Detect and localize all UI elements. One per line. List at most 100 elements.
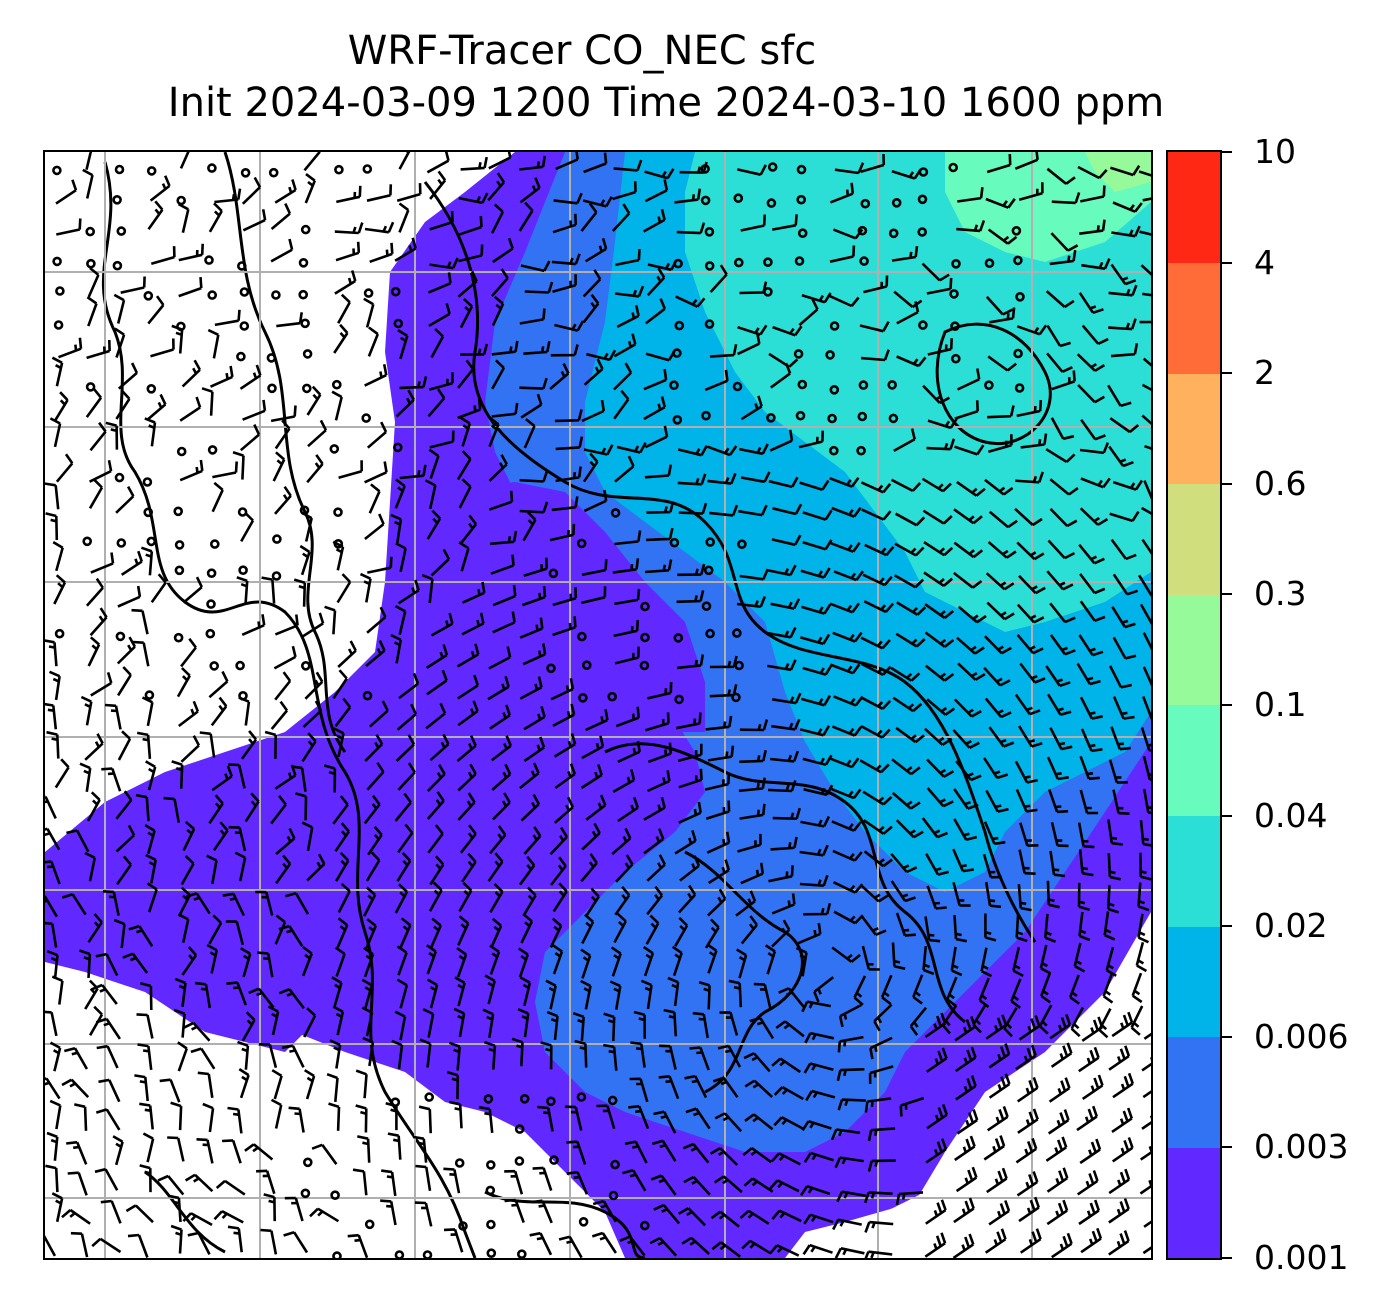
wind-barb bbox=[956, 368, 981, 391]
wind-barb bbox=[564, 1105, 583, 1131]
wind-barb bbox=[891, 758, 921, 776]
wind-barb bbox=[799, 844, 829, 857]
wind-barb bbox=[678, 801, 702, 824]
wind-barb bbox=[395, 542, 407, 573]
wind-barb bbox=[329, 1039, 342, 1069]
wind-barb bbox=[426, 978, 439, 1009]
wind-barb bbox=[523, 736, 546, 763]
wind-barb bbox=[613, 389, 630, 420]
wind-barb bbox=[615, 249, 641, 267]
contour-white-sw bbox=[45, 1032, 615, 1258]
wind-barb bbox=[337, 640, 357, 668]
wind-barb bbox=[612, 769, 636, 794]
calm-wind-marker bbox=[143, 291, 154, 301]
wind-barb bbox=[893, 428, 916, 453]
wind-barb bbox=[1051, 192, 1081, 205]
wind-barb bbox=[202, 1102, 215, 1133]
wind-barb bbox=[1143, 480, 1151, 500]
wind-barb bbox=[612, 181, 637, 201]
colorbar-tick-label: 0.3 bbox=[1254, 574, 1307, 614]
wind-barb bbox=[458, 478, 472, 509]
wind-barb bbox=[426, 791, 445, 820]
wind-barb bbox=[954, 1015, 977, 1042]
calm-wind-marker bbox=[734, 660, 744, 671]
wind-barb bbox=[270, 700, 289, 730]
wind-barb bbox=[613, 159, 643, 172]
wind-barb bbox=[926, 277, 953, 295]
wind-barb bbox=[367, 326, 380, 357]
wind-barb bbox=[678, 884, 697, 914]
wind-barb bbox=[521, 585, 547, 607]
wind-barb bbox=[953, 698, 982, 718]
wind-barb bbox=[274, 485, 292, 515]
wind-barb bbox=[214, 188, 242, 204]
wind-barb bbox=[347, 1233, 369, 1258]
calm-wind-marker bbox=[298, 258, 309, 268]
wind-barb bbox=[270, 1098, 283, 1129]
wind-barb bbox=[984, 1228, 1007, 1254]
wind-barb bbox=[150, 246, 176, 266]
wind-barb bbox=[428, 881, 443, 912]
wind-barb bbox=[244, 792, 260, 823]
wind-barb bbox=[242, 209, 267, 232]
wind-barb bbox=[240, 511, 255, 543]
wind-barb bbox=[890, 666, 921, 682]
wind-barb bbox=[234, 851, 247, 882]
wind-barb bbox=[988, 1200, 1011, 1226]
calm-wind-marker bbox=[519, 1093, 530, 1104]
calm-wind-marker bbox=[673, 258, 683, 269]
wind-barb bbox=[482, 1008, 495, 1039]
wind-barb bbox=[802, 539, 833, 551]
wind-barb bbox=[550, 344, 579, 357]
calm-wind-marker bbox=[393, 318, 404, 329]
calm-wind-marker bbox=[329, 444, 340, 454]
wind-barb bbox=[332, 1005, 345, 1036]
wind-barb bbox=[430, 327, 445, 359]
calm-wind-marker bbox=[549, 1155, 559, 1165]
wind-barb bbox=[675, 295, 706, 308]
wind-barb bbox=[1111, 1107, 1134, 1133]
colorbar-tick bbox=[1222, 151, 1232, 153]
wind-barb bbox=[1046, 693, 1072, 717]
wind-barb bbox=[295, 792, 308, 821]
wind-barb bbox=[84, 733, 104, 761]
calm-wind-marker bbox=[917, 194, 928, 205]
wind-barb bbox=[830, 541, 861, 553]
wind-barb bbox=[98, 1078, 121, 1103]
wind-barb bbox=[49, 1099, 62, 1130]
wind-barb bbox=[772, 325, 803, 337]
wind-barb bbox=[90, 552, 115, 574]
wind-barb bbox=[617, 740, 641, 763]
wind-barb bbox=[552, 616, 577, 637]
wind-barb bbox=[459, 824, 477, 854]
wind-barb bbox=[1112, 636, 1137, 660]
wind-barb bbox=[615, 854, 634, 883]
wind-barb bbox=[275, 827, 296, 855]
colorbar-tick-label: 0.6 bbox=[1254, 463, 1307, 503]
wind-barb bbox=[706, 831, 731, 854]
wind-barb bbox=[803, 1151, 834, 1163]
coastline-b bbox=[223, 152, 347, 753]
wind-barb bbox=[157, 1174, 185, 1196]
wind-barb bbox=[1140, 727, 1151, 752]
calm-wind-marker bbox=[392, 442, 403, 453]
wind-barb bbox=[425, 702, 447, 730]
wind-barb bbox=[646, 885, 664, 916]
calm-wind-marker bbox=[858, 380, 869, 390]
calm-wind-marker bbox=[705, 537, 716, 547]
wind-barb bbox=[426, 944, 438, 975]
wind-barb bbox=[398, 152, 411, 170]
wind-barb bbox=[1109, 510, 1140, 523]
wind-barb bbox=[79, 762, 92, 792]
wind-barb bbox=[545, 979, 557, 1010]
calm-wind-marker bbox=[142, 477, 153, 487]
wind-barb bbox=[334, 222, 364, 235]
wind-barb bbox=[96, 1044, 119, 1069]
wind-barb bbox=[1108, 1230, 1130, 1256]
wind-barb bbox=[768, 1244, 800, 1257]
calm-wind-marker bbox=[268, 167, 279, 178]
wind-barb bbox=[519, 501, 549, 514]
wind-barb bbox=[461, 612, 485, 636]
wind-barb bbox=[581, 735, 605, 760]
wind-barb bbox=[983, 1135, 1006, 1161]
